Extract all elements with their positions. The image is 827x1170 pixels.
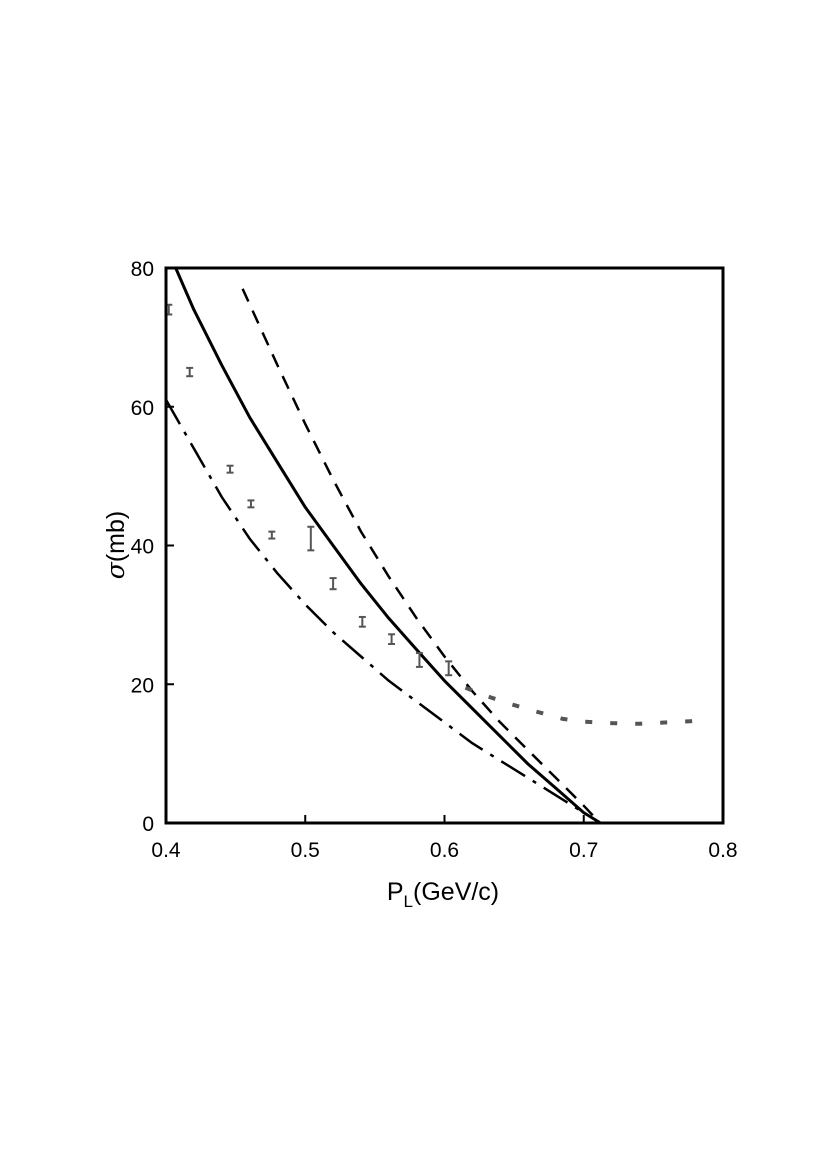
data-point <box>358 615 366 628</box>
data-point <box>445 660 453 677</box>
plot-frame <box>164 266 725 825</box>
series-dash-dot-line <box>164 399 585 814</box>
y-tick-label: 60 <box>131 397 154 420</box>
series-dashed-line <box>241 288 595 817</box>
data-point <box>247 499 255 509</box>
y-tick-label: 0 <box>142 813 154 836</box>
series-solid-line <box>174 267 602 825</box>
x-tick-label: 0.7 <box>569 839 598 862</box>
y-tick-label: 20 <box>131 674 154 697</box>
data-point <box>268 530 276 540</box>
data-point <box>388 633 396 646</box>
data-point <box>329 577 337 591</box>
axis-ticks <box>165 267 724 824</box>
series-dotted-line <box>464 685 696 726</box>
y-tick-label: 40 <box>131 536 154 559</box>
data-points-layer <box>165 303 453 677</box>
data-point <box>307 525 315 552</box>
y-axis-label: σ(mb) <box>101 511 130 579</box>
tick-labels: 0.4 0.5 0.6 0.7 0.8 0 20 40 60 80 <box>131 258 738 862</box>
data-point <box>226 464 234 474</box>
data-point <box>415 652 423 668</box>
x-tick-label: 0.6 <box>430 839 459 862</box>
x-tick-label: 0.5 <box>291 839 320 862</box>
x-tick-label: 0.4 <box>151 839 181 862</box>
data-point <box>186 366 194 378</box>
x-tick-label: 0.8 <box>708 839 737 862</box>
y-tick-label: 80 <box>131 258 154 281</box>
series-layer <box>164 267 696 825</box>
x-axis-label: PL(GeV/c) <box>387 878 499 911</box>
